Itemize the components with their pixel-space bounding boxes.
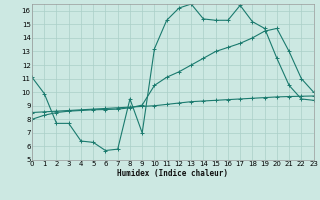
X-axis label: Humidex (Indice chaleur): Humidex (Indice chaleur) bbox=[117, 169, 228, 178]
